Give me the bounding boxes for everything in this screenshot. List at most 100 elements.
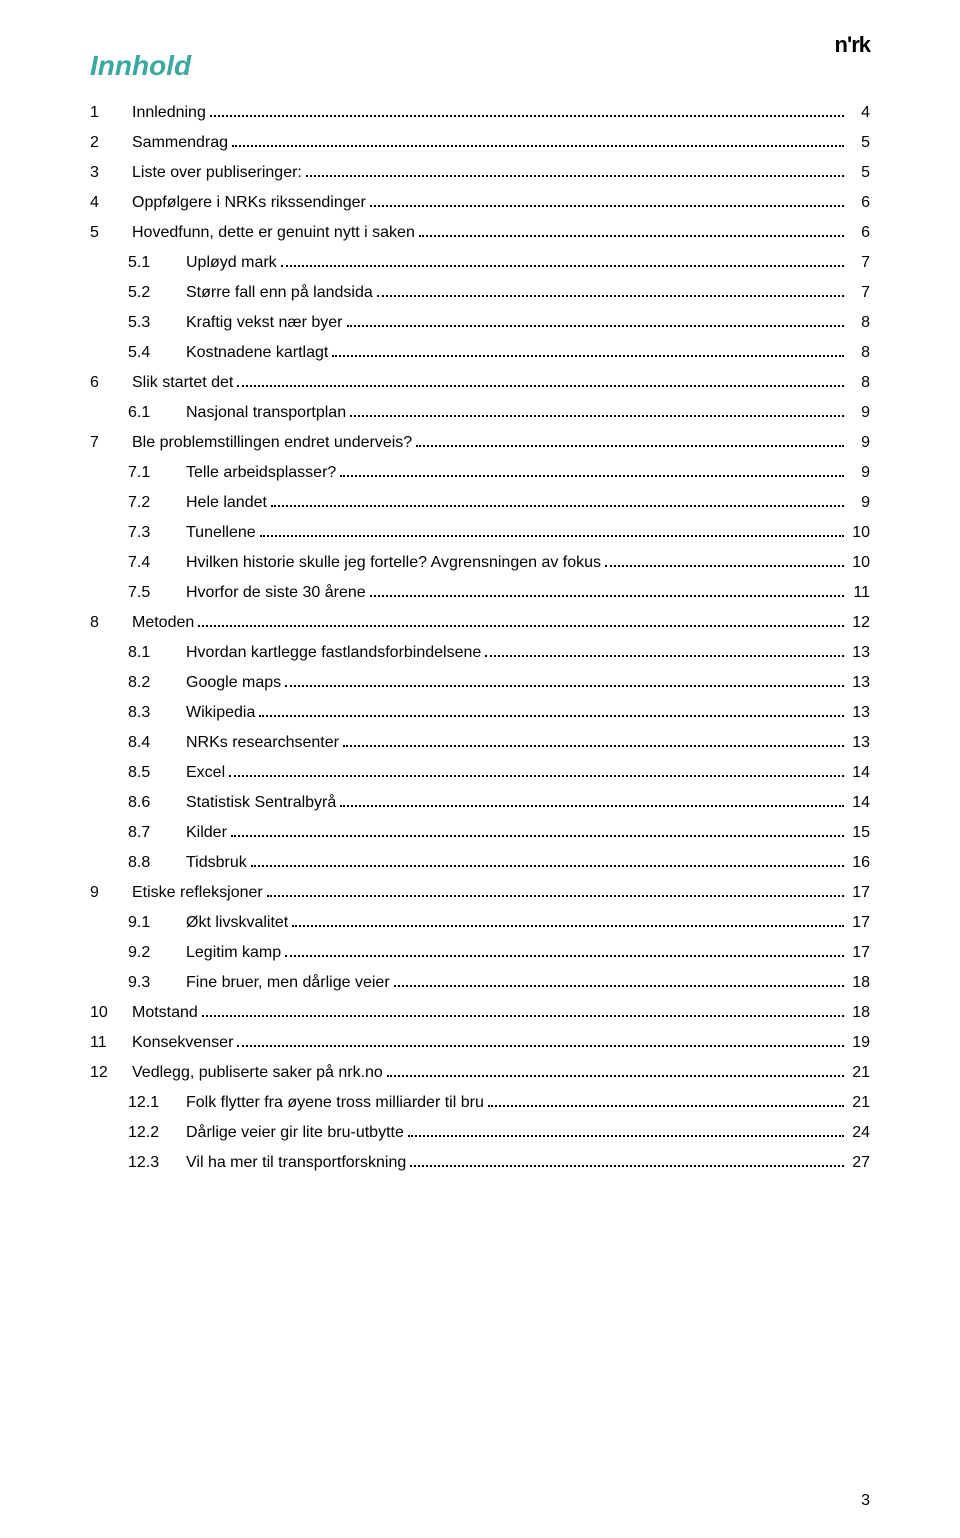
toc-entry[interactable]: 5Hovedfunn, dette er genuint nytt i sake… (90, 224, 870, 242)
toc-entry[interactable]: 8.8Tidsbruk16 (90, 854, 870, 872)
toc-entry-label: Hovedfunn, dette er genuint nytt i saken (132, 224, 415, 242)
toc-entry-label: Hvordan kartlegge fastlandsforbindelsene (186, 644, 481, 662)
toc-entry-label: Innledning (132, 104, 206, 122)
toc-entry-number: 8.3 (128, 704, 162, 722)
toc-entry[interactable]: 6Slik startet det8 (90, 374, 870, 392)
toc-entry[interactable]: 7.1Telle arbeidsplasser?9 (90, 464, 870, 482)
toc-entry[interactable]: 12.3Vil ha mer til transportforskning27 (90, 1154, 870, 1172)
toc-entry[interactable]: 5.4Kostnadene kartlagt8 (90, 344, 870, 362)
toc-leader-dots (229, 775, 844, 777)
toc-entry-page: 6 (848, 224, 870, 242)
toc-entry-page: 13 (848, 674, 870, 692)
table-of-contents: 1 Innledning 4 2Sammendrag5 3Liste over publ… (90, 104, 870, 1172)
toc-entry[interactable]: 4Oppfølgere i NRKs rikssendinger6 (90, 194, 870, 212)
toc-leader-dots (267, 895, 844, 897)
toc-leader-dots (271, 505, 844, 507)
toc-entry-page: 18 (848, 1004, 870, 1022)
toc-entry[interactable]: 3Liste over publiseringer:5 (90, 164, 870, 182)
toc-entry-label: Nasjonal transportplan (186, 404, 346, 422)
toc-entry-page: 9 (848, 404, 870, 422)
toc-entry[interactable]: 1 Innledning 4 (90, 104, 870, 122)
toc-entry-label: Konsekvenser (132, 1034, 233, 1052)
toc-entry-number: 1 (90, 104, 108, 122)
toc-entry[interactable]: 8.4NRKs researchsenter13 (90, 734, 870, 752)
toc-entry-number: 3 (90, 164, 108, 182)
toc-leader-dots (419, 235, 844, 237)
toc-entry[interactable]: 9.2Legitim kamp17 (90, 944, 870, 962)
toc-entry-page: 9 (848, 434, 870, 452)
toc-entry-page: 21 (848, 1064, 870, 1082)
toc-entry-page: 13 (848, 644, 870, 662)
toc-entry-page: 19 (848, 1034, 870, 1052)
toc-entry-page: 27 (848, 1154, 870, 1172)
toc-entry-label: Etiske refleksjoner (132, 884, 263, 902)
nrk-logo: n'rk (835, 32, 870, 58)
toc-entry[interactable]: 6.1 Nasjonal transportplan 9 (90, 404, 870, 422)
toc-entry-label: Slik startet det (132, 374, 233, 392)
toc-entry-page: 24 (848, 1124, 870, 1142)
toc-entry-number: 7 (90, 434, 108, 452)
toc-entry-number: 8 (90, 614, 108, 632)
toc-entry-page: 10 (848, 524, 870, 542)
toc-entry[interactable]: 7 Ble problemstillingen endret underveis?… (90, 434, 870, 452)
toc-entry[interactable]: 7.4Hvilken historie skulle jeg fortelle?… (90, 554, 870, 572)
toc-entry-number: 5.3 (128, 314, 162, 332)
toc-entry[interactable]: 7.3Tunellene10 (90, 524, 870, 542)
toc-entry-page: 9 (848, 494, 870, 512)
toc-entry[interactable]: 9Etiske refleksjoner17 (90, 884, 870, 902)
toc-entry-page: 13 (848, 704, 870, 722)
toc-leader-dots (488, 1105, 844, 1107)
toc-leader-dots (350, 415, 844, 417)
toc-entry-page: 7 (848, 254, 870, 272)
toc-entry-number: 9.3 (128, 974, 162, 992)
toc-entry-page: 6 (848, 194, 870, 212)
toc-entry-number: 6.1 (128, 404, 162, 422)
toc-entry-number: 11 (90, 1034, 108, 1052)
toc-entry[interactable]: 12.2Dårlige veier gir lite bru-utbytte24 (90, 1124, 870, 1142)
toc-leader-dots (485, 655, 844, 657)
toc-entry[interactable]: 5.3Kraftig vekst nær byer8 (90, 314, 870, 332)
toc-entry[interactable]: 11 Konsekvenser 19 (90, 1034, 870, 1052)
toc-entry[interactable]: 8.2Google maps13 (90, 674, 870, 692)
toc-entry-number: 2 (90, 134, 108, 152)
toc-entry[interactable]: 7.2Hele landet9 (90, 494, 870, 512)
toc-entry-label: Ble problemstillingen endret underveis? (132, 434, 412, 452)
toc-entry-page: 12 (848, 614, 870, 632)
toc-entry-page: 16 (848, 854, 870, 872)
toc-entry-page: 4 (848, 104, 870, 122)
toc-entry[interactable]: 5.2Større fall enn på landsida7 (90, 284, 870, 302)
toc-leader-dots (237, 1045, 844, 1047)
toc-leader-dots (260, 535, 844, 537)
toc-entry[interactable]: 9.3Fine bruer, men dårlige veier18 (90, 974, 870, 992)
toc-leader-dots (416, 445, 844, 447)
toc-entry-label: Tunellene (186, 524, 256, 542)
toc-entry-label: Metoden (132, 614, 194, 632)
toc-entry-page: 5 (848, 164, 870, 182)
toc-entry-label: Kraftig vekst nær byer (186, 314, 343, 332)
toc-entry[interactable]: 8 Metoden 12 (90, 614, 870, 632)
toc-entry-page: 13 (848, 734, 870, 752)
toc-leader-dots (408, 1135, 844, 1137)
toc-entry-label: Google maps (186, 674, 281, 692)
toc-entry-number: 8.4 (128, 734, 162, 752)
toc-entry[interactable]: 8.3 Wikipedia 13 (90, 704, 870, 722)
toc-entry[interactable]: 10Motstand18 (90, 1004, 870, 1022)
toc-entry[interactable]: 8.7Kilder15 (90, 824, 870, 842)
toc-entry-page: 10 (848, 554, 870, 572)
toc-entry[interactable]: 12Vedlegg, publiserte saker på nrk.no21 (90, 1064, 870, 1082)
toc-entry[interactable]: 8.5Excel14 (90, 764, 870, 782)
toc-entry-label: Dårlige veier gir lite bru-utbytte (186, 1124, 404, 1142)
toc-leader-dots (410, 1165, 844, 1167)
toc-entry-number: 7.1 (128, 464, 162, 482)
toc-entry[interactable]: 5.1Upløyd mark7 (90, 254, 870, 272)
toc-entry[interactable]: 8.1Hvordan kartlegge fastlandsforbindels… (90, 644, 870, 662)
toc-leader-dots (605, 565, 844, 567)
toc-entry[interactable]: 9.1Økt livskvalitet17 (90, 914, 870, 932)
logo-text: n'rk (835, 32, 870, 57)
toc-leader-dots (285, 685, 844, 687)
toc-entry[interactable]: 12.1Folk flytter fra øyene tross milliar… (90, 1094, 870, 1112)
toc-entry[interactable]: 7.5Hvorfor de siste 30 årene11 (90, 584, 870, 602)
toc-entry-label: Wikipedia (186, 704, 255, 722)
toc-entry[interactable]: 2Sammendrag5 (90, 134, 870, 152)
toc-entry[interactable]: 8.6Statistisk Sentralbyrå14 (90, 794, 870, 812)
